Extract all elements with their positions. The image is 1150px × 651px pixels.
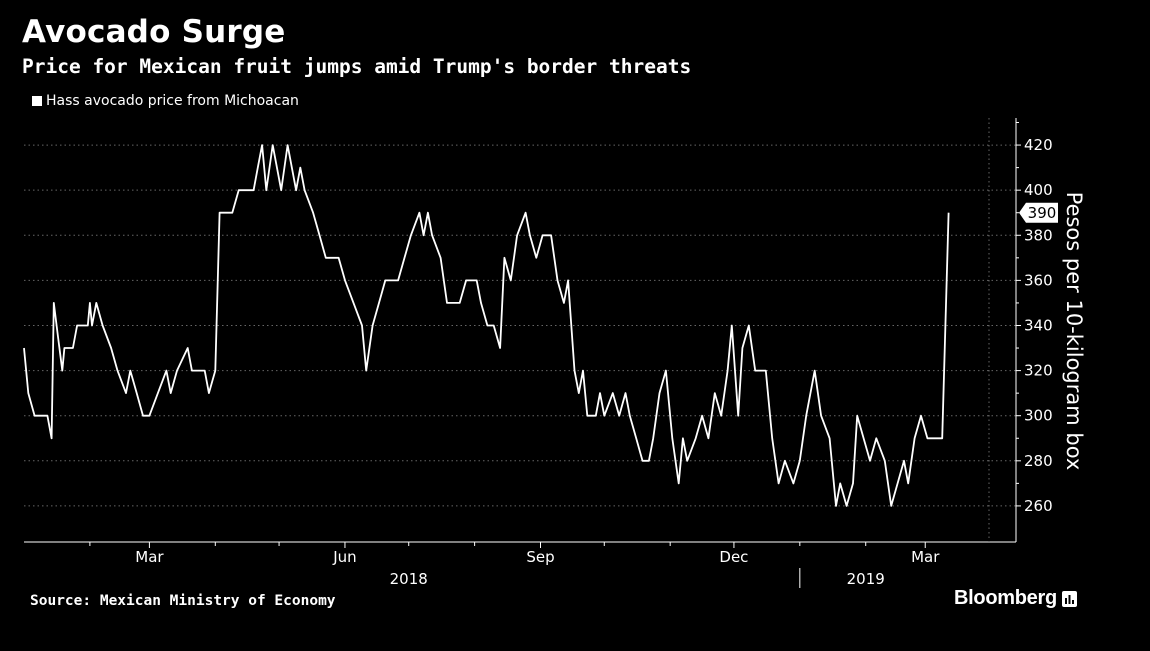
y-axis-title: Pesos per 10-kilogram box <box>1062 192 1086 471</box>
y-tick-label: 360 <box>1024 271 1053 289</box>
bloomberg-chart-icon <box>1061 590 1077 607</box>
chart-title: Avocado Surge <box>22 14 286 50</box>
source-note: Source: Mexican Ministry of Economy <box>30 593 336 609</box>
last-value-label: 390 <box>1028 204 1057 222</box>
x-group-label: 2019 <box>847 570 885 588</box>
y-tick-label: 280 <box>1024 452 1053 470</box>
last-value-box <box>1019 202 1058 223</box>
y-tick-label: 420 <box>1024 136 1053 154</box>
x-tick-label: Jun <box>332 548 356 566</box>
x-group-label: 2018 <box>390 570 428 588</box>
x-tick-label: Dec <box>719 548 748 566</box>
chart-subtitle: Price for Mexican fruit jumps amid Trump… <box>22 55 692 78</box>
x-tick-label: Mar <box>911 548 940 566</box>
y-tick-label: 400 <box>1024 181 1053 199</box>
y-tick-label: 260 <box>1024 497 1053 515</box>
legend-label: Hass avocado price from Michoacan <box>46 93 299 109</box>
bloomberg-logo: Bloomberg <box>954 587 1077 610</box>
x-tick-label: Sep <box>526 548 554 566</box>
legend-swatch <box>32 96 42 106</box>
legend: Hass avocado price from Michoacan <box>32 93 299 109</box>
y-tick-label: 300 <box>1024 407 1053 425</box>
y-tick-label: 320 <box>1024 362 1053 380</box>
y-tick-label: 340 <box>1024 316 1053 334</box>
brand-wordmark: Bloomberg <box>954 587 1057 609</box>
price-series-line <box>23 144 950 507</box>
y-tick-label: 380 <box>1024 226 1053 244</box>
x-tick-label: Mar <box>135 548 164 566</box>
